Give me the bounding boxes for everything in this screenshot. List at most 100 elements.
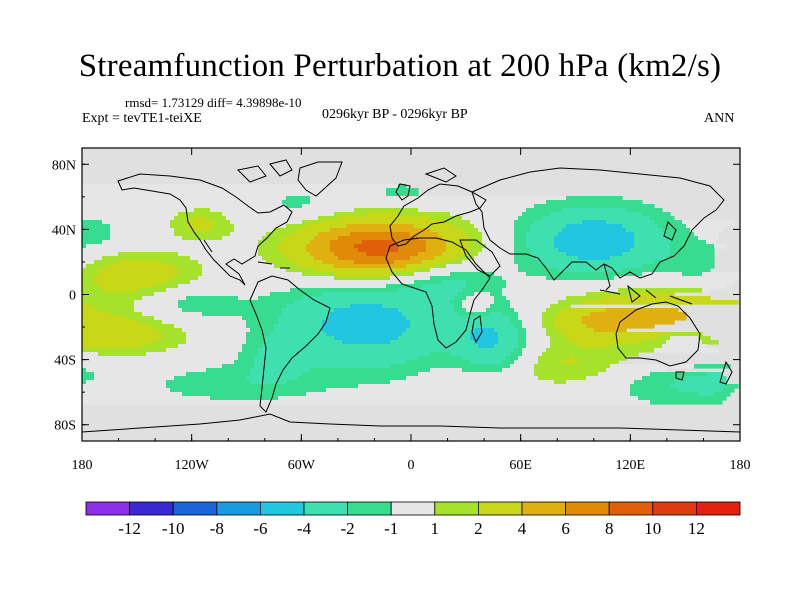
field-cell bbox=[518, 336, 527, 341]
field-cell bbox=[542, 352, 639, 357]
field-cell bbox=[566, 224, 623, 229]
field-cell bbox=[582, 316, 687, 321]
field-cell bbox=[290, 288, 399, 293]
field-cell bbox=[314, 268, 419, 273]
field-cell bbox=[110, 312, 143, 317]
field-cell bbox=[618, 288, 703, 293]
field-cell bbox=[138, 288, 167, 293]
colorbar-label: -6 bbox=[253, 519, 267, 538]
field-cell bbox=[570, 340, 643, 345]
field-cell bbox=[174, 276, 199, 281]
field-cell bbox=[334, 336, 399, 341]
field-cell bbox=[526, 344, 551, 349]
field-cell bbox=[82, 360, 235, 365]
field-cell bbox=[670, 252, 715, 257]
field-cell bbox=[462, 304, 491, 309]
field-cell bbox=[82, 256, 103, 261]
field-cell bbox=[350, 304, 383, 309]
field-cell bbox=[670, 236, 699, 241]
colorbar-label: 12 bbox=[688, 519, 705, 538]
colorbar-label: 2 bbox=[474, 519, 483, 538]
field-cell bbox=[310, 368, 431, 373]
field-cell bbox=[542, 312, 559, 317]
field-cell bbox=[462, 368, 503, 373]
field-cell bbox=[474, 340, 499, 345]
field-cell bbox=[82, 368, 87, 373]
field-cell bbox=[258, 252, 283, 257]
field-cell bbox=[530, 228, 563, 233]
field-cell bbox=[454, 308, 467, 313]
field-cell bbox=[314, 256, 339, 261]
field-cell bbox=[362, 240, 395, 245]
field-cell bbox=[266, 260, 291, 265]
field-cell bbox=[82, 332, 163, 337]
field-cell bbox=[670, 248, 715, 253]
field-cell bbox=[566, 252, 623, 257]
field-cell bbox=[518, 328, 527, 333]
field-cell bbox=[446, 248, 471, 253]
field-cell bbox=[562, 308, 607, 313]
field-cell bbox=[134, 300, 179, 305]
field-cell bbox=[142, 296, 187, 301]
field-cell bbox=[714, 392, 731, 397]
field-cell bbox=[418, 252, 443, 257]
field-cell bbox=[262, 344, 479, 349]
field-cell bbox=[298, 376, 407, 381]
field-cell bbox=[634, 380, 675, 385]
field-cell bbox=[506, 356, 519, 361]
field-cell bbox=[82, 192, 387, 197]
field-cell bbox=[82, 324, 151, 329]
field-cell bbox=[602, 296, 711, 301]
field-cell bbox=[542, 320, 555, 325]
field-cell bbox=[650, 216, 675, 221]
field-cell bbox=[194, 208, 211, 213]
field-cell bbox=[406, 264, 435, 269]
field-cell bbox=[482, 248, 515, 253]
field-cell bbox=[394, 272, 415, 277]
field-cell bbox=[494, 300, 511, 305]
field-cell bbox=[182, 308, 283, 313]
field-cell bbox=[462, 228, 479, 233]
field-cell bbox=[166, 280, 191, 285]
field-cell bbox=[162, 260, 199, 265]
field-cell bbox=[518, 356, 539, 361]
field-cell bbox=[290, 260, 323, 265]
field-cell bbox=[622, 268, 711, 273]
field-cell bbox=[330, 240, 363, 245]
field-cell bbox=[338, 236, 419, 241]
field-cell bbox=[550, 212, 643, 217]
field-cell bbox=[154, 340, 187, 345]
field-cell bbox=[406, 360, 471, 365]
field-cell bbox=[82, 316, 127, 321]
field-cell bbox=[442, 280, 467, 285]
field-cell bbox=[430, 268, 519, 273]
field-cell bbox=[514, 248, 531, 253]
field-cell bbox=[446, 220, 471, 225]
field-cell bbox=[670, 336, 699, 341]
streamfunction-field bbox=[82, 148, 740, 441]
field-cell bbox=[518, 316, 543, 321]
field-cell bbox=[354, 244, 399, 249]
season-label: ANN bbox=[704, 111, 735, 126]
field-cell bbox=[302, 220, 323, 225]
field-cell bbox=[470, 244, 487, 249]
field-cell bbox=[102, 240, 259, 245]
colorbar-swatch bbox=[303, 501, 348, 516]
field-cell bbox=[82, 224, 111, 229]
field-cell bbox=[546, 276, 615, 281]
field-cell bbox=[550, 336, 567, 341]
field-cell bbox=[518, 268, 559, 273]
field-cell bbox=[606, 308, 679, 313]
field-cell bbox=[82, 288, 103, 293]
field-cell bbox=[534, 256, 579, 261]
field-cell bbox=[326, 316, 407, 321]
colorbar-label: 8 bbox=[605, 519, 614, 538]
field-cell bbox=[238, 296, 259, 301]
field-cell bbox=[286, 268, 315, 273]
field-cell bbox=[250, 368, 311, 373]
field-cell bbox=[358, 384, 631, 389]
field-cell bbox=[514, 348, 523, 353]
field-cell bbox=[162, 336, 187, 341]
field-cell bbox=[550, 340, 571, 345]
field-cell bbox=[666, 232, 695, 237]
